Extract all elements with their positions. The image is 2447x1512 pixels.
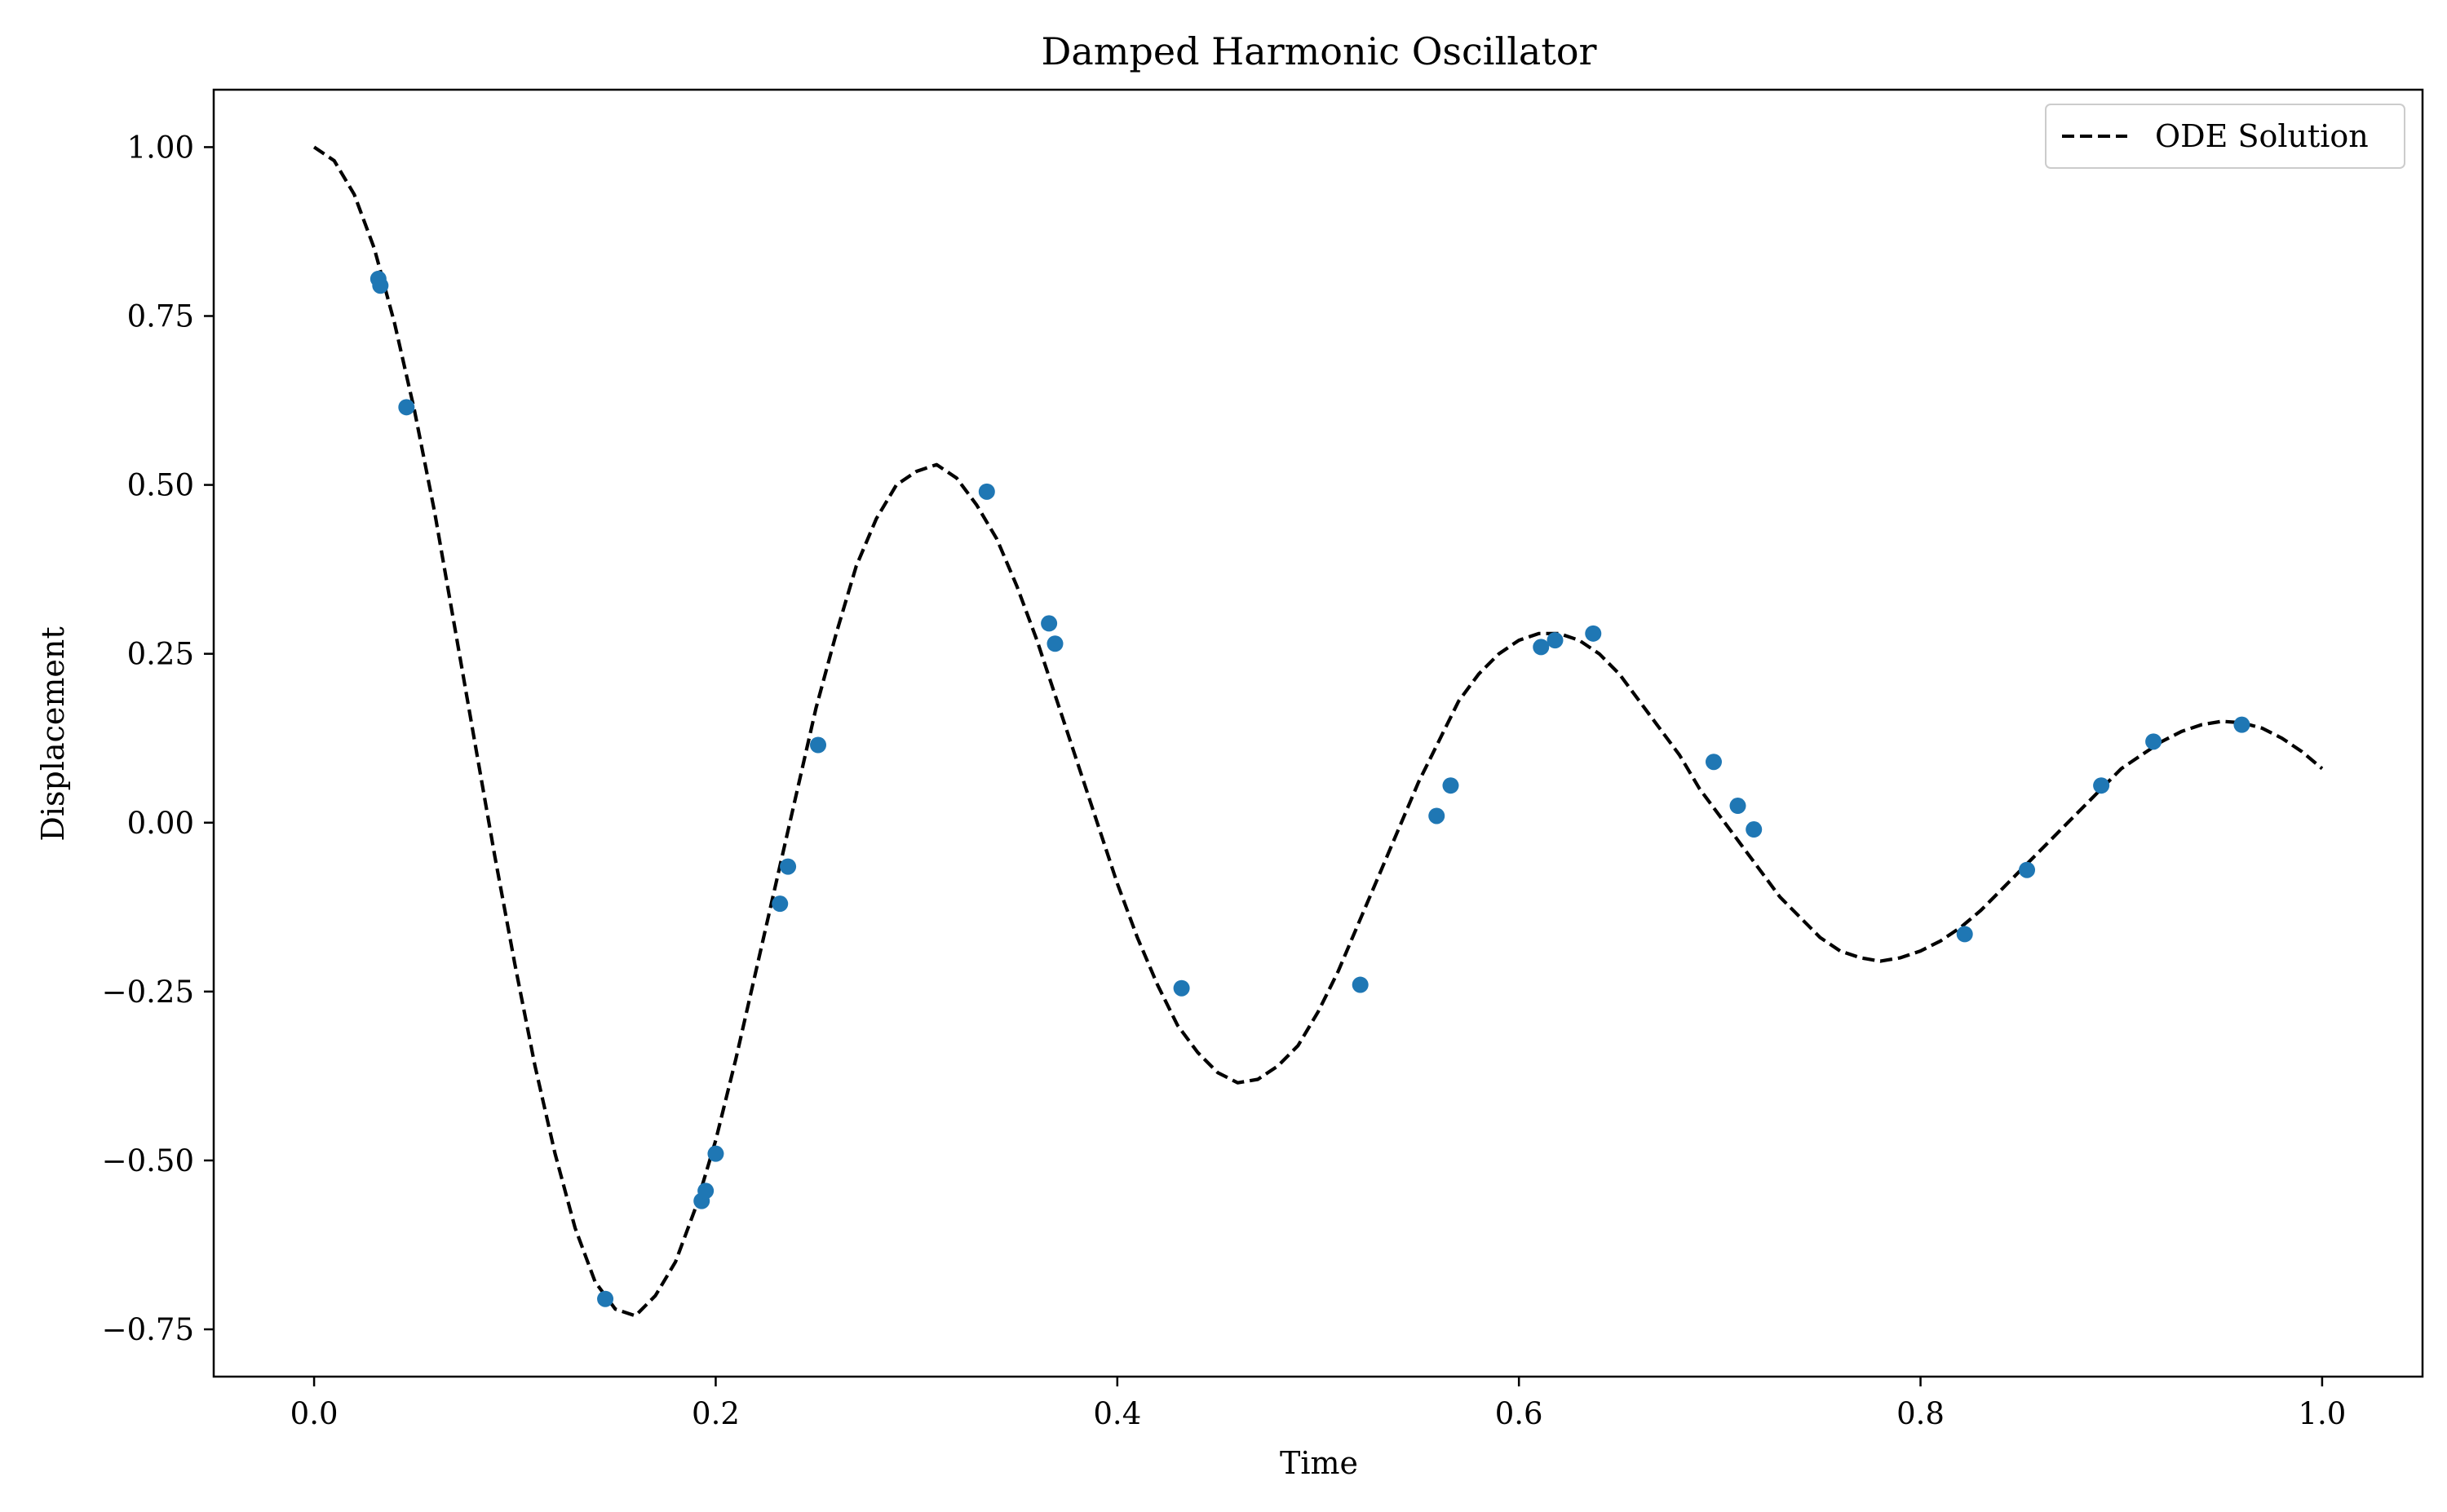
data-point [1041, 615, 1058, 632]
x-axis-label: Time [1280, 1445, 1358, 1481]
data-point [1705, 754, 1722, 771]
data-point [1173, 979, 1190, 997]
y-tick-label: 0.75 [127, 298, 194, 334]
data-point [1047, 635, 1064, 652]
data-point [372, 277, 389, 294]
data-point [1746, 821, 1763, 838]
ode-solution-line [312, 145, 2324, 1318]
axis-ticks: 0.0 0.2 0.4 0.6 0.8 1.0 1.00 0.75 0.50 0.25 0.00 −0… [102, 130, 2347, 1431]
data-point [1533, 639, 1550, 656]
data-point [1729, 798, 1746, 815]
data-point [2145, 733, 2162, 750]
data-point [1352, 976, 1369, 993]
data-point [1547, 632, 1564, 649]
x-tick-label: 0.8 [1896, 1396, 1945, 1431]
legend: ODE Solution [2045, 104, 2405, 169]
data-point [2093, 777, 2110, 794]
y-tick-label: 0.00 [127, 806, 194, 841]
data-point [1585, 625, 1602, 642]
x-tick-label: 0.0 [290, 1396, 339, 1431]
data-point [2019, 861, 2036, 878]
data-point [707, 1145, 724, 1162]
data-point [697, 1183, 715, 1200]
data-point [1442, 777, 1459, 794]
x-tick-label: 0.6 [1495, 1396, 1543, 1431]
series-layer [312, 145, 2324, 1318]
x-tick-label: 1.0 [2298, 1396, 2346, 1431]
data-point [1428, 807, 1445, 825]
data-point [978, 483, 995, 500]
y-tick-label: −0.25 [102, 975, 194, 1010]
data-point [398, 399, 415, 416]
plot-frame [212, 88, 2424, 1378]
data-point [2233, 716, 2250, 733]
legend-frame [2045, 104, 2405, 169]
y-tick-label: 1.00 [127, 130, 194, 165]
data-point [780, 858, 797, 875]
chart-title: Damped Harmonic Oscillator [1041, 29, 1596, 73]
x-tick-label: 0.4 [1093, 1396, 1141, 1431]
data-point [772, 895, 789, 913]
y-tick-label: −0.75 [102, 1312, 194, 1347]
plot-area [214, 90, 2423, 1377]
y-axis-label: Displacement [35, 626, 71, 841]
data-point [1956, 926, 1973, 943]
y-tick-label: 0.25 [127, 637, 194, 672]
x-tick-label: 0.2 [692, 1396, 740, 1431]
data-point [597, 1290, 614, 1307]
y-tick-label: 0.50 [127, 468, 194, 503]
y-tick-label: −0.50 [102, 1143, 194, 1178]
data-point [810, 736, 827, 754]
legend-label: ODE Solution [2155, 118, 2369, 154]
